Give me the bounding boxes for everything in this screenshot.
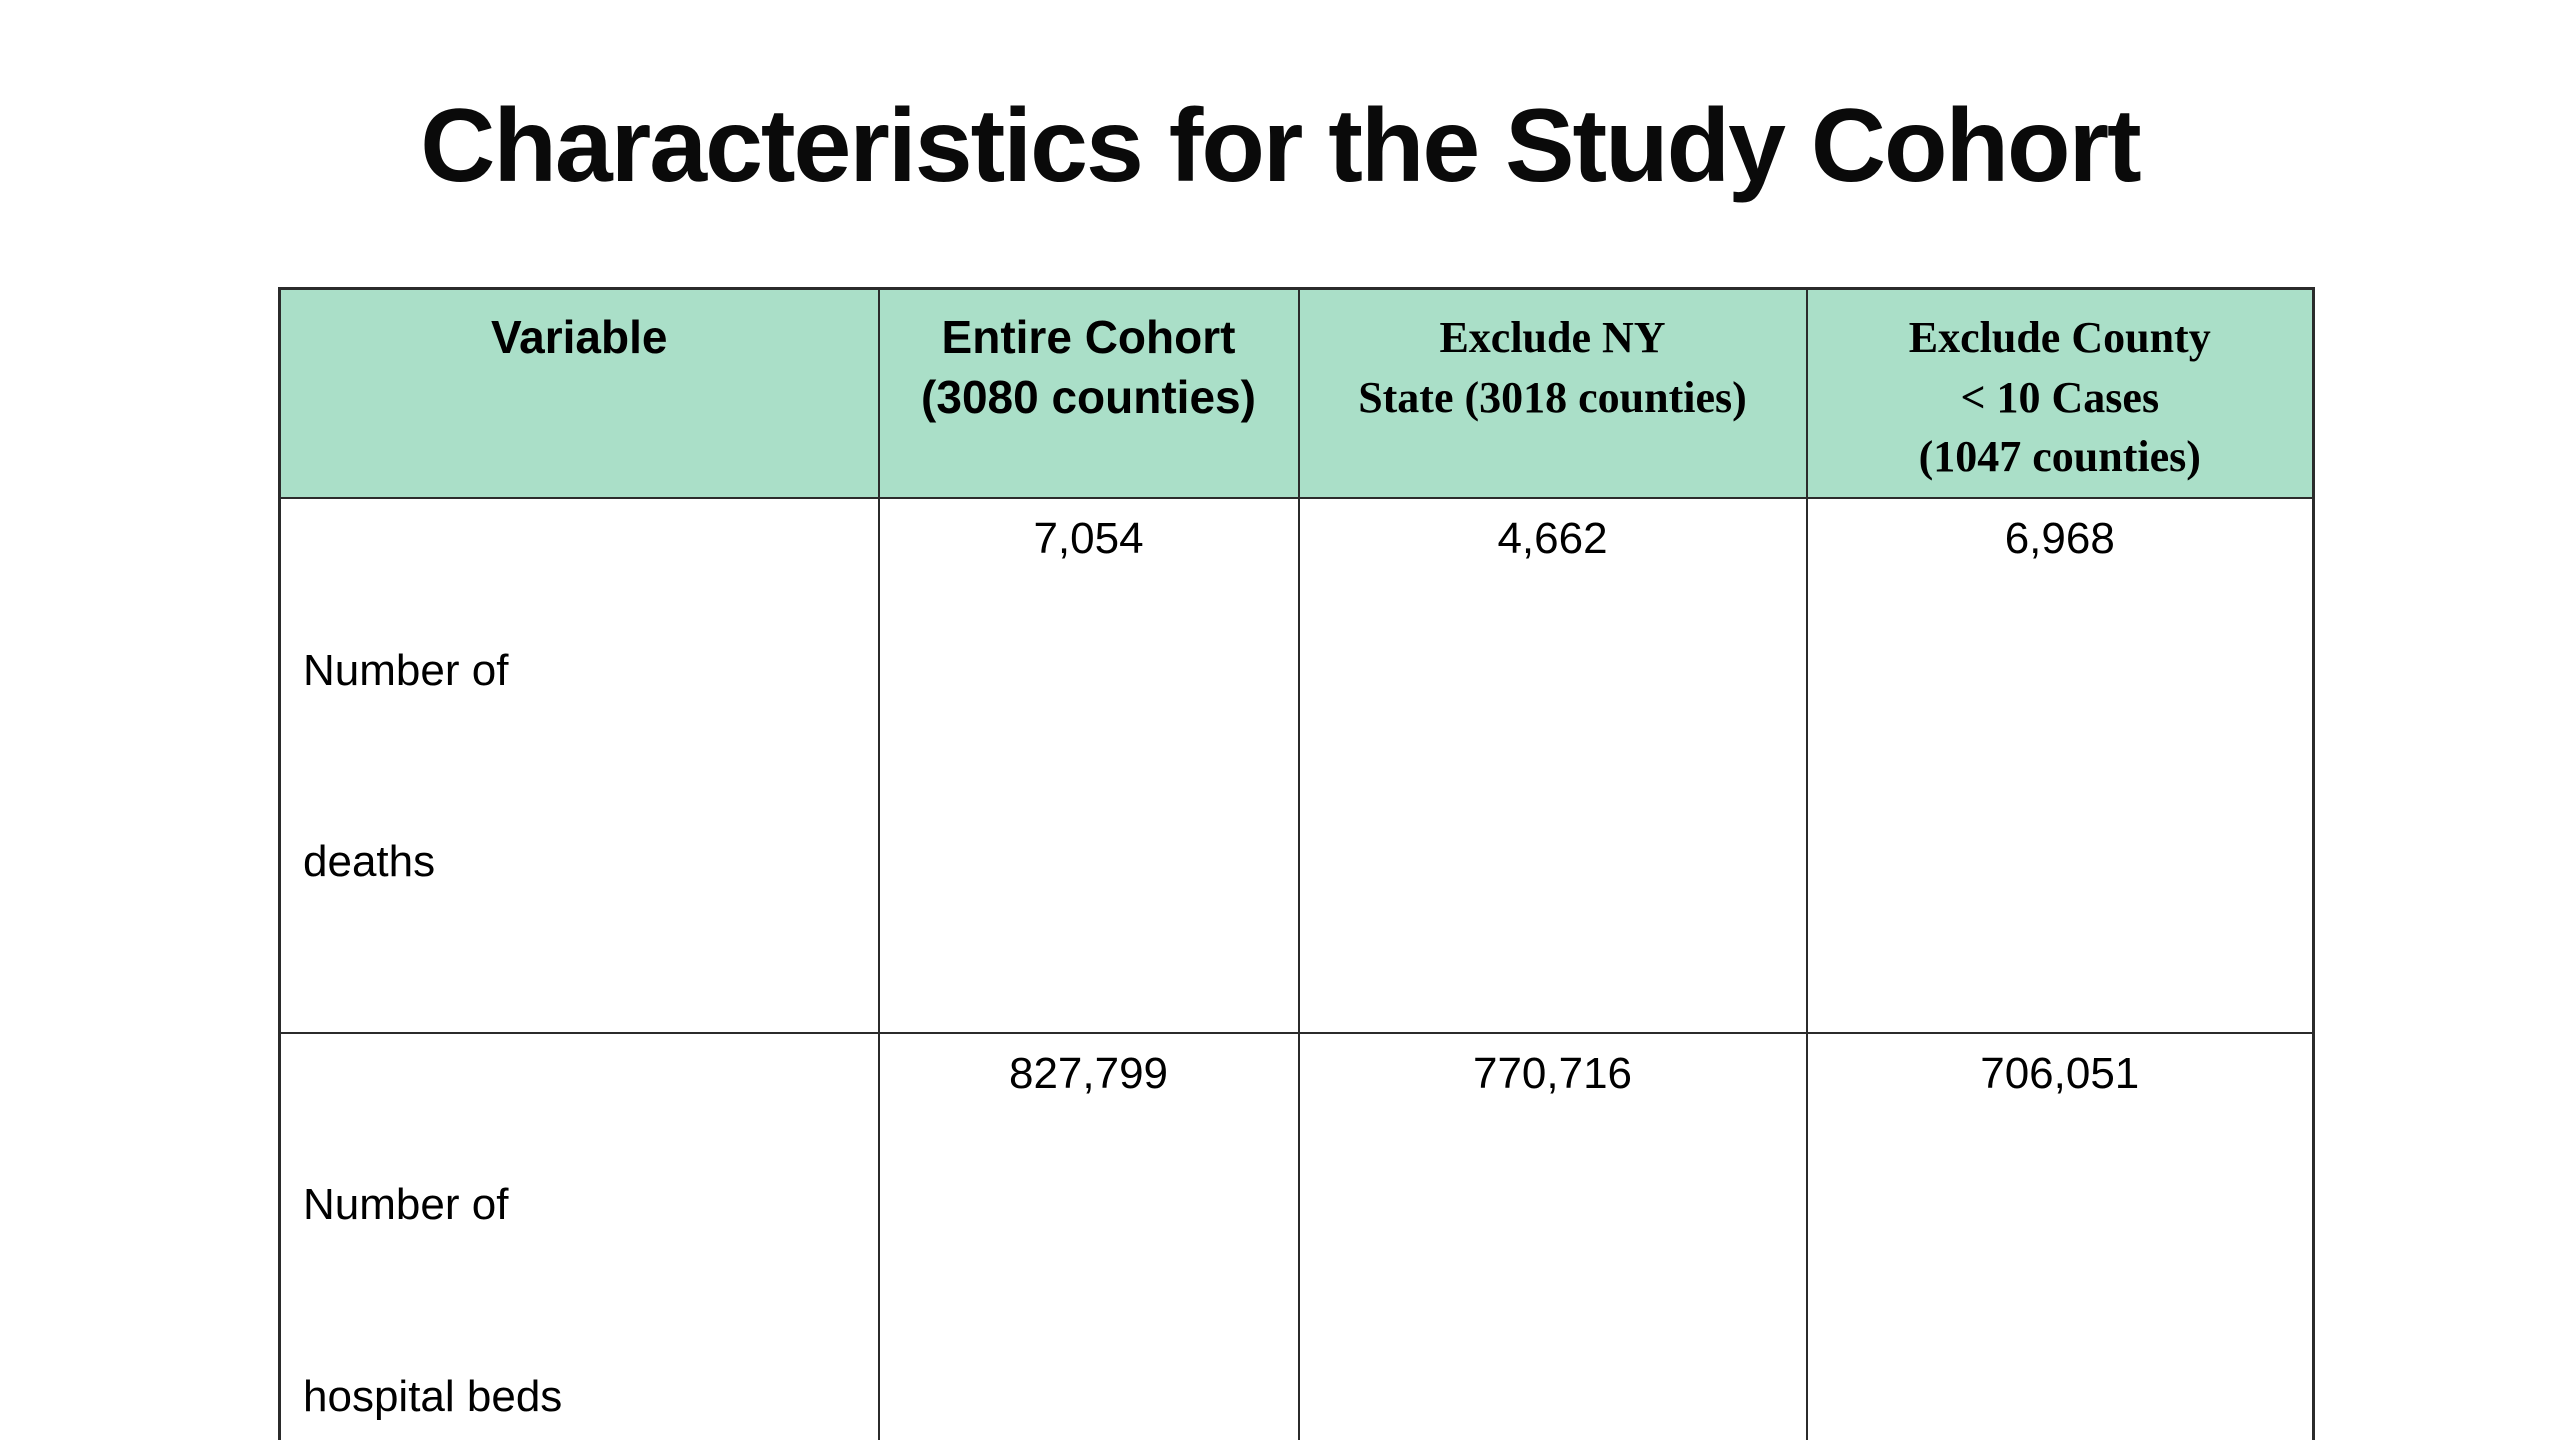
- header-line: (1047 counties): [1918, 431, 2201, 481]
- page-title: Characteristics for the Study Cohort: [420, 88, 2141, 204]
- cell-value: 706,051: [1805, 1031, 2315, 1440]
- row-label-line: deaths: [303, 837, 436, 887]
- header-exclude-county: Exclude County < 10 Cases (1047 counties…: [1805, 287, 2315, 500]
- header-line: < 10 Cases: [1960, 372, 2160, 422]
- header-line: Variable: [491, 311, 668, 364]
- cell-value: 7,054: [877, 497, 1300, 1034]
- cell-value: 4,662: [1297, 497, 1808, 1034]
- row-label: Number of hospital beds: [278, 1031, 880, 1440]
- row-label-line: hospital beds: [303, 1371, 563, 1421]
- table-row-deaths: Number of deaths 7,054 4,662 6,968: [278, 497, 2315, 1034]
- header-line: State (3018 counties): [1358, 372, 1747, 422]
- header-exclude-ny: Exclude NY State (3018 counties): [1297, 287, 1808, 500]
- header-line: Exclude NY: [1439, 313, 1666, 363]
- header-line: Entire Cohort: [941, 311, 1236, 364]
- cell-value: 6,968: [1805, 497, 2315, 1034]
- header-row: Variable Entire Cohort (3080 counties) E…: [278, 287, 2315, 500]
- header-entire-cohort: Entire Cohort (3080 counties): [877, 287, 1300, 500]
- header-line: Exclude County: [1908, 313, 2211, 363]
- header-line: (3080 counties): [921, 370, 1256, 423]
- row-label: Number of deaths: [278, 497, 880, 1034]
- table-container: Variable Entire Cohort (3080 counties) E…: [278, 287, 2560, 1440]
- table-row-hospital-beds: Number of hospital beds 827,799 770,716 …: [278, 1031, 2315, 1440]
- header-variable: Variable: [278, 287, 880, 500]
- cell-value: 770,716: [1297, 1031, 1808, 1440]
- cohort-table: Variable Entire Cohort (3080 counties) E…: [278, 287, 2315, 1440]
- row-label-line: Number of: [303, 645, 509, 695]
- cell-value: 827,799: [877, 1031, 1300, 1440]
- row-label-line: Number of: [303, 1180, 509, 1230]
